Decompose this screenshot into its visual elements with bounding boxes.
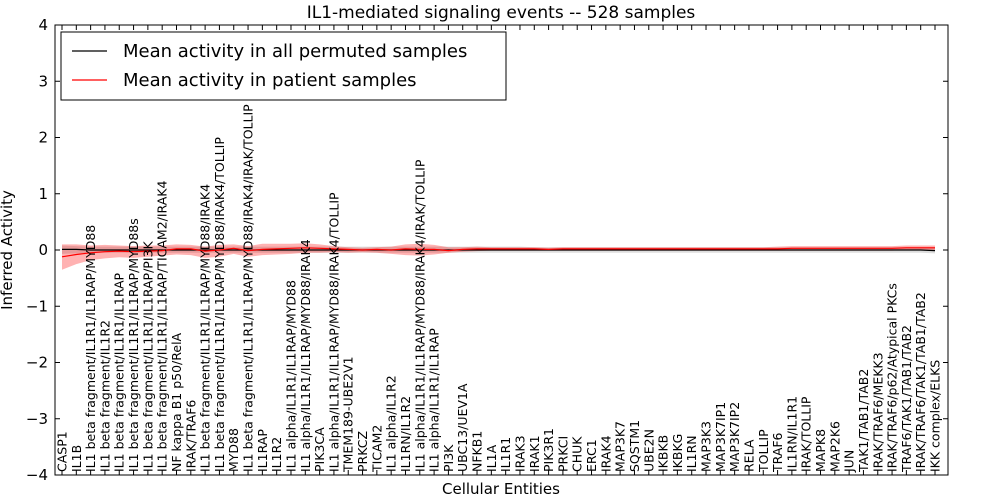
y-tick-label: 0 — [38, 241, 48, 259]
x-category-label: MAPK8 — [813, 429, 828, 472]
x-category-label: TAK1/TAB1/TAB2 — [856, 369, 871, 473]
x-category-label: RELA — [742, 439, 757, 472]
x-category-label: IKK complex/ELKS — [928, 360, 943, 472]
chart-title: IL1-mediated signaling events -- 528 sam… — [307, 3, 696, 23]
line-patient — [61, 247, 935, 258]
x-category-label: NF kappa B1 p50/RelA — [169, 332, 184, 472]
x-category-label: IL1R1 — [498, 437, 513, 472]
x-category-label: IL1 beta fragment/IL1R1/IL1RAP/TICAM2/IR… — [155, 181, 170, 472]
x-category-label: IRAK/TRAF6/TAK1/TAB1/TAB2 — [913, 292, 928, 472]
line-permuted — [62, 248, 936, 252]
x-category-label: IL1RN — [684, 435, 699, 472]
x-category-label: IL1 beta fragment/IL1R1/IL1RAP/MYD88/IRA… — [241, 104, 256, 472]
x-category-label: IL1 alpha/IL1R1/IL1RAP/MYD88/IRAK4 — [298, 239, 313, 472]
x-category-label: IL1 beta fragment/IL1R1/IL1RAP/MYD88/IRA… — [198, 184, 213, 472]
x-axis-label: Cellular Entities — [442, 480, 560, 498]
x-category-label: PIK3CA — [312, 427, 327, 472]
x-category-label: MAP3K7IP2 — [727, 402, 742, 472]
y-tick-label: 1 — [38, 185, 48, 203]
x-category-label: IL1 alpha/IL1R1/IL1RAP/MYD88/IRAK4/TOLLI… — [326, 192, 341, 472]
legend-box — [60, 31, 507, 101]
y-tick-label: −3 — [26, 410, 48, 428]
y-axis-label: Inferred Activity — [0, 190, 16, 310]
y-axis-ticks: −4 −3 −2 −1 0 1 2 3 4 — [26, 16, 948, 484]
legend-label-patient: Mean activity in patient samples — [123, 70, 417, 91]
x-category-label: JUN — [842, 450, 857, 473]
x-category-label: UBC13/UEV1A — [455, 383, 470, 472]
x-category-label: PIK3R1 — [541, 428, 556, 472]
x-category-label: CASP1 — [55, 431, 70, 472]
y-tick-label: 2 — [38, 129, 48, 147]
x-category-label: PI3K — [441, 444, 456, 472]
x-category-label: IRAK3 — [513, 435, 528, 472]
x-category-label: PRKCI — [555, 436, 570, 472]
y-tick-label: −2 — [26, 354, 48, 372]
x-category-label: IL1RN/IL1R1 — [784, 396, 799, 472]
x-category-label: IL1A — [484, 444, 499, 472]
x-category-label: SQSTM1 — [627, 420, 642, 472]
y-tick-label: 4 — [38, 16, 48, 34]
y-tick-label: 3 — [38, 72, 48, 90]
series-lines — [61, 247, 936, 258]
x-category-label: IRAK/TRAF6 — [183, 400, 198, 472]
x-category-label: IRAK/TRAF6/p62/Atypical PKCs — [885, 283, 900, 472]
x-category-label: UBE2N — [641, 429, 656, 472]
plot-frame — [54, 24, 949, 476]
x-category-label: IRAK4 — [598, 435, 613, 472]
x-category-label: MAP3K7IP1 — [713, 402, 728, 472]
x-category-label: IL1B — [69, 445, 84, 472]
y-tick-label: −1 — [26, 297, 48, 315]
x-category-label: IL1RN/IL1R2 — [398, 396, 413, 472]
x-category-label: TRAF6 — [770, 432, 785, 473]
x-category-label: TOLLIP — [756, 429, 771, 473]
x-category-label: IL1 alpha/IL1R2 — [384, 375, 399, 472]
x-category-label: MAP2K6 — [827, 421, 842, 472]
x-category-label: CHUK — [570, 436, 585, 472]
x-category-label: IL1 beta fragment/IL1R1/IL1RAP/MYD88 — [83, 225, 98, 472]
x-category-label: IL1 alpha/IL1R1/IL1RAP — [427, 328, 442, 472]
x-category-label: IRAK1 — [527, 435, 542, 472]
x-category-label: MYD88 — [226, 428, 241, 472]
x-category-label: PRKCZ — [355, 431, 370, 472]
x-category-label: TRAF6/TAK1/TAB1/TAB2 — [899, 325, 914, 473]
x-category-label: IL1 beta fragment/IL1R1/IL1RAP — [112, 272, 127, 472]
x-category-label: IKBKB — [656, 435, 671, 472]
x-category-label: IL1 beta fragment/IL1R1/IL1RAP/MYD88/IRA… — [212, 137, 227, 472]
x-axis-category-labels: CASP1 IL1B IL1 beta fragment/IL1R1/IL1RAP/… — [55, 25, 943, 475]
legend-label-permuted: Mean activity in all permuted samples — [123, 41, 467, 62]
x-category-label: IL1 beta fragment/IL1R1/IL1RAP/MYD88s — [126, 218, 141, 472]
x-category-label: IL1 beta fragment/IL1R2 — [97, 320, 112, 472]
x-category-label: MAP3K7 — [613, 421, 628, 472]
x-category-label: IRAK/TRAF6/MEKK3 — [870, 352, 885, 472]
x-category-label: IL1R2 — [269, 437, 284, 472]
x-category-label: IL1RAP — [255, 429, 270, 472]
x-category-label: TICAM2 — [369, 425, 384, 473]
x-category-label: NFKB1 — [470, 431, 485, 472]
x-category-label: IL1 beta fragment/IL1R1/IL1RAP/PI3K — [140, 241, 155, 472]
x-category-label: IL1 alpha/IL1R1/IL1RAP/MYD88 — [284, 280, 299, 472]
legend: Mean activity in all permuted samples Me… — [60, 31, 507, 101]
x-category-label: IL1 alpha/IL1R1/IL1RAP/MYD88/IRAK4/IRAK/… — [412, 159, 427, 472]
x-category-label: MAP3K3 — [699, 421, 714, 472]
y-tick-label: −4 — [26, 466, 48, 484]
x-category-label: ERC1 — [584, 439, 599, 472]
x-category-label: IRAK/TOLLIP — [799, 396, 814, 472]
x-category-label: TMEM189-UBE2V1 — [341, 356, 356, 473]
x-category-label: IKBKG — [670, 434, 685, 472]
